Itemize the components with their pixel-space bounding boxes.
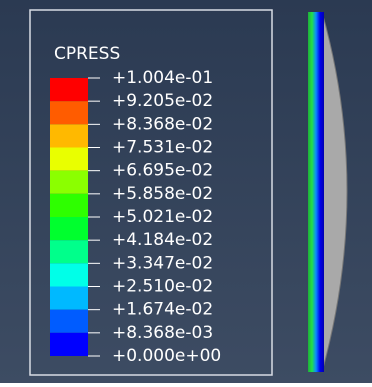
legend-label: +5.858e-02 xyxy=(112,184,213,204)
legend-title: CPRESS xyxy=(54,44,120,64)
legend-label: +8.368e-02 xyxy=(112,114,213,134)
legend-label: +6.695e-02 xyxy=(112,161,213,181)
legend-label: +9.205e-02 xyxy=(112,91,213,111)
color-swatch xyxy=(50,78,88,101)
legend-label: +8.368e-03 xyxy=(112,323,213,343)
color-swatch xyxy=(50,101,88,124)
legend-label: +1.004e-01 xyxy=(112,68,213,88)
legend-label: +7.531e-02 xyxy=(112,138,213,158)
color-swatch xyxy=(50,194,88,217)
viewport: CPRESS +1.004e-01 +9.205e-02 +8.368e-02 +7.… xyxy=(0,0,372,383)
legend-label: +4.184e-02 xyxy=(112,230,213,250)
color-swatch xyxy=(50,310,88,333)
color-swatch xyxy=(50,148,88,171)
legend-label: +5.021e-02 xyxy=(112,207,213,227)
color-swatch xyxy=(50,287,88,310)
color-swatch xyxy=(50,263,88,286)
color-swatch xyxy=(50,124,88,147)
color-swatch xyxy=(50,217,88,240)
color-swatch xyxy=(50,240,88,263)
color-swatch xyxy=(50,171,88,194)
contour-strip xyxy=(308,12,324,372)
color-swatch xyxy=(50,333,88,356)
legend-label: +0.000e+00 xyxy=(112,346,221,366)
legend-label: +3.347e-02 xyxy=(112,253,213,273)
legend-label: +1.674e-02 xyxy=(112,300,213,320)
legend-label: +2.510e-02 xyxy=(112,277,213,297)
